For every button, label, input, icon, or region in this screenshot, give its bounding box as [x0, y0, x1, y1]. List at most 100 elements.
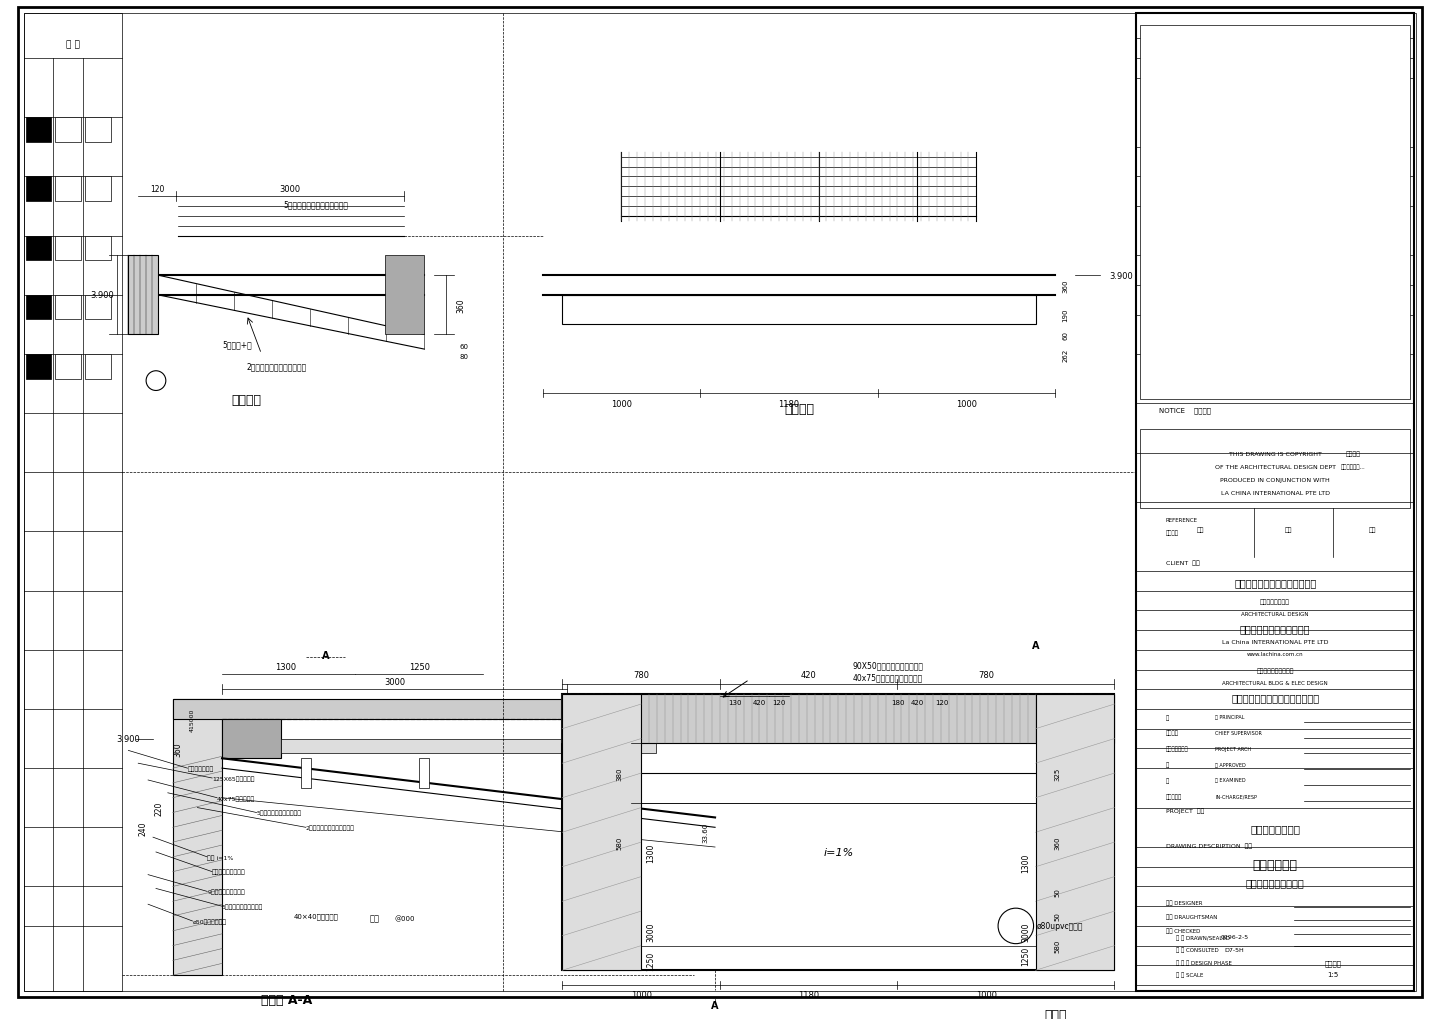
Bar	[85, 355, 111, 379]
Bar	[173, 699, 665, 719]
Text: 190: 190	[1063, 309, 1068, 322]
Text: ø80upvc雨落管: ø80upvc雨落管	[1037, 921, 1083, 930]
Text: ARCHITECTURAL BLDG & ELEC DESIGN: ARCHITECTURAL BLDG & ELEC DESIGN	[1223, 681, 1328, 685]
Bar	[567, 758, 577, 788]
Bar	[85, 177, 111, 202]
Bar	[128, 256, 158, 335]
Bar	[301, 758, 311, 788]
Text: 325: 325	[1054, 766, 1060, 780]
Text: 80: 80	[459, 354, 468, 360]
Text: 5层复板，喷友色静电喷涂面漆: 5层复板，喷友色静电喷涂面漆	[284, 201, 348, 209]
Text: A: A	[321, 650, 330, 660]
Text: 雨棚放大图一: 雨棚放大图一	[1253, 858, 1297, 871]
Text: 平面图: 平面图	[1044, 1008, 1067, 1019]
Text: @000: @000	[395, 915, 415, 921]
Text: 本图纸版权归...: 本图纸版权归...	[1341, 464, 1365, 470]
Bar	[1140, 430, 1410, 508]
Text: CHIEF SUPERVISOR: CHIEF SUPERVISOR	[1215, 731, 1261, 736]
Text: 1180: 1180	[779, 399, 799, 409]
Bar	[1136, 14, 1414, 991]
Text: 3000: 3000	[279, 184, 301, 194]
Text: 120: 120	[150, 184, 164, 194]
Text: 审 批 CONSULTED: 审 批 CONSULTED	[1175, 947, 1218, 953]
Text: 262: 262	[1063, 348, 1068, 362]
Text: REFERENCE: REFERENCE	[1166, 518, 1198, 523]
Text: 长 PRINCIPAL: 长 PRINCIPAL	[1215, 714, 1244, 719]
Text: 1250: 1250	[409, 662, 429, 672]
Text: 绘图 DRAUGHTSMAN: 绘图 DRAUGHTSMAN	[1166, 913, 1217, 919]
Bar	[55, 355, 81, 379]
Text: 360: 360	[1054, 836, 1060, 849]
Text: 图 分 DRAWN/SEALED: 图 分 DRAWN/SEALED	[1175, 934, 1230, 940]
Bar	[85, 296, 111, 320]
Text: PROJECT  项目: PROJECT 项目	[1166, 808, 1204, 813]
Bar	[26, 177, 52, 202]
Text: CLIENT  业主: CLIENT 业主	[1166, 559, 1200, 566]
Text: ARCHITECTURAL DESIGN: ARCHITECTURAL DESIGN	[1241, 611, 1309, 616]
Text: 130: 130	[729, 699, 742, 705]
Text: 南立面图: 南立面图	[783, 403, 814, 416]
Text: PRODUCED IN CONJUNCTION WITH: PRODUCED IN CONJUNCTION WITH	[1220, 477, 1331, 482]
Text: A: A	[1032, 640, 1040, 650]
Text: 120: 120	[935, 699, 949, 705]
Text: 项目建筑工程师: 项目建筑工程师	[1166, 746, 1188, 751]
Text: 侧立面图: 侧立面图	[232, 393, 262, 407]
Text: 主 签: 主 签	[66, 40, 81, 49]
Bar	[641, 803, 1035, 946]
Text: LA CHINA INTERNATIONAL PTE LTD: LA CHINA INTERNATIONAL PTE LTD	[1221, 490, 1329, 495]
Text: 比例: 比例	[1286, 527, 1293, 533]
Text: 2层铝合金，喷友色静电面漆: 2层铝合金，喷友色静电面漆	[305, 824, 354, 830]
Text: 420: 420	[801, 671, 816, 680]
Text: 420: 420	[910, 699, 924, 705]
Text: www.lachina.com.cn: www.lachina.com.cn	[1247, 651, 1303, 656]
Text: PROJECT ARCH: PROJECT ARCH	[1215, 746, 1251, 751]
Text: 1000: 1000	[956, 399, 976, 409]
Text: 1300: 1300	[1021, 852, 1030, 871]
Text: 专业负责人: 专业负责人	[1166, 793, 1182, 799]
Text: 配合建筑施工设计单位: 配合建筑施工设计单位	[1257, 668, 1295, 674]
Text: 混凝土现浇覆盖: 混凝土现浇覆盖	[187, 765, 213, 771]
Bar	[85, 236, 111, 261]
Text: 1250: 1250	[647, 951, 655, 970]
Text: 580: 580	[1054, 940, 1060, 953]
Bar	[1140, 25, 1410, 399]
Text: 比 例 SCALE: 比 例 SCALE	[1175, 971, 1202, 977]
Text: 40x75铝合金横杆，静电处漆: 40x75铝合金横杆，静电处漆	[852, 673, 923, 682]
Text: 60: 60	[1063, 330, 1068, 339]
Text: 金华阳光天伦花苑: 金华阳光天伦花苑	[1250, 823, 1300, 834]
Text: 3.900: 3.900	[1109, 271, 1133, 280]
Bar	[562, 695, 1115, 744]
Text: 220: 220	[154, 801, 163, 815]
Text: 剖面图 A-A: 剖面图 A-A	[261, 994, 311, 1007]
Text: 1000: 1000	[611, 399, 632, 409]
Bar	[55, 236, 81, 261]
Text: 说明: 说明	[1369, 527, 1377, 533]
Text: 核 APPROVED: 核 APPROVED	[1215, 762, 1246, 767]
Bar	[26, 236, 52, 261]
Text: 580: 580	[616, 836, 622, 849]
Bar	[1035, 695, 1115, 970]
Text: 嵌铝，采用铝制封好: 嵌铝，采用铝制封好	[212, 869, 246, 874]
Text: 50: 50	[1054, 912, 1060, 920]
Text: 240: 240	[138, 820, 148, 835]
Bar	[419, 758, 429, 788]
Text: 5层复板，喷友色静电面漆: 5层复板，喷友色静电面漆	[256, 810, 301, 815]
Text: 标准图号: 标准图号	[1166, 530, 1179, 536]
Text: D7-5H: D7-5H	[1225, 947, 1244, 952]
Bar	[55, 118, 81, 143]
Bar	[85, 118, 111, 143]
Text: 40x75铝合金横杆: 40x75铝合金横杆	[217, 795, 255, 801]
Text: 1300: 1300	[275, 662, 297, 672]
Bar	[562, 296, 1035, 325]
Text: 图纸: 图纸	[1197, 527, 1204, 533]
Text: 3000: 3000	[384, 678, 405, 686]
Text: 420: 420	[753, 699, 766, 705]
Bar	[222, 719, 281, 758]
Bar	[26, 355, 52, 379]
Text: （三层楼层入口雨棚）: （三层楼层入口雨棚）	[1246, 877, 1305, 888]
Text: 380: 380	[616, 766, 622, 781]
Bar	[384, 256, 425, 335]
Text: 125X65铝合金壁板: 125X65铝合金壁板	[212, 775, 255, 781]
Text: 设计 DESIGNER: 设计 DESIGNER	[1166, 900, 1202, 905]
Text: 资 计 量 DESIGN PHASE: 资 计 量 DESIGN PHASE	[1175, 960, 1231, 965]
